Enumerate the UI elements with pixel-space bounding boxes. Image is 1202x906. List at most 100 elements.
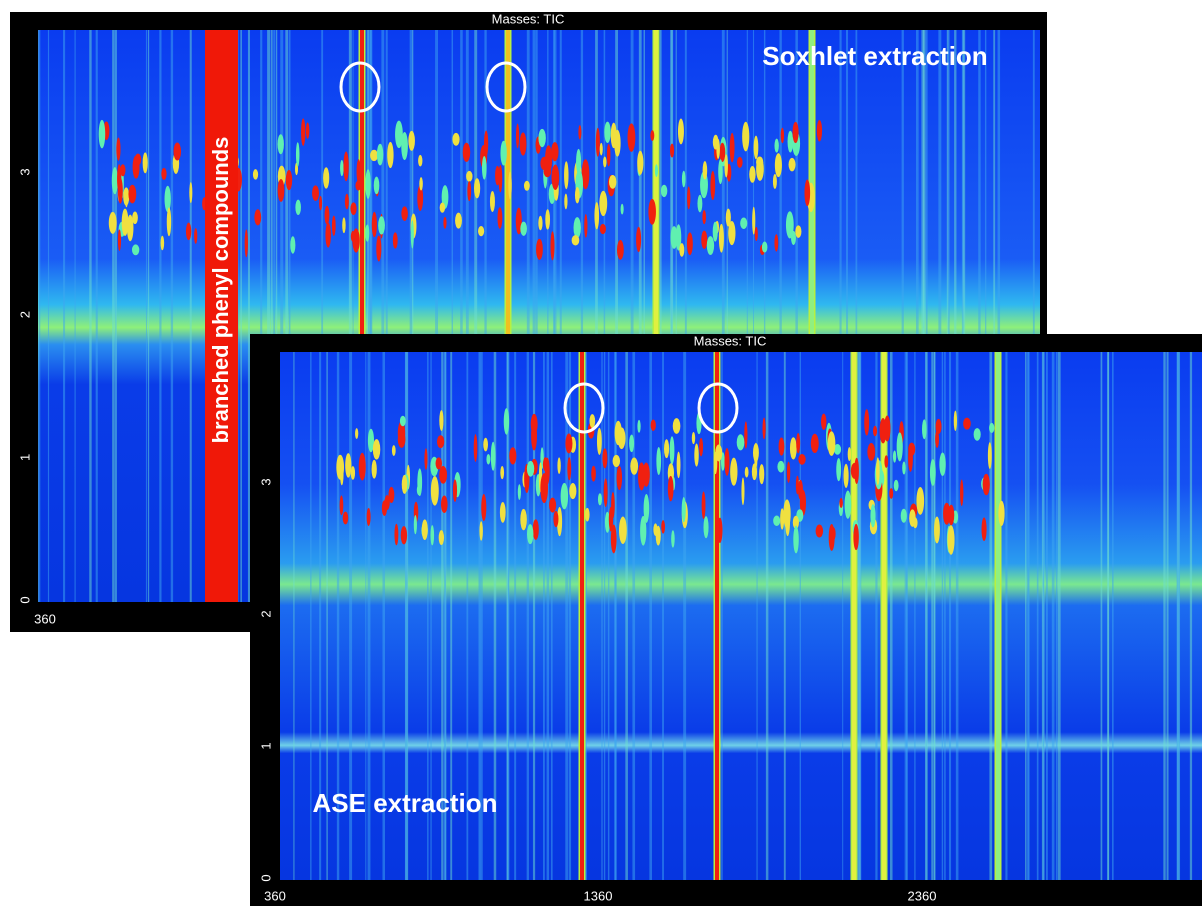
peak-spot — [792, 515, 799, 529]
peak-spot — [589, 414, 596, 429]
peak-spot — [752, 206, 756, 235]
peak-spot — [756, 156, 764, 168]
peak-spot — [815, 524, 824, 538]
peak-spot — [909, 509, 916, 527]
peak-spot — [365, 224, 370, 242]
peak-spot — [392, 232, 398, 249]
peak-spot — [900, 508, 907, 523]
peak-spot — [435, 457, 443, 470]
peak-spot — [591, 465, 596, 482]
y-tick-label: 2 — [17, 311, 32, 318]
peak-spot — [120, 164, 126, 177]
peak-spot — [312, 185, 320, 201]
peak-spot — [419, 177, 423, 191]
peak-spot — [290, 236, 296, 254]
peak-spot — [473, 434, 478, 462]
peak-spot — [557, 457, 561, 474]
peak-spot — [618, 516, 627, 545]
peak-spot — [603, 478, 608, 507]
peak-spot — [656, 447, 662, 476]
peak-spot — [839, 497, 843, 508]
peak-spot — [648, 198, 656, 225]
peak-spot — [725, 208, 731, 227]
peak-spot — [516, 123, 520, 149]
peak-spot — [117, 229, 122, 251]
peak-spot — [720, 452, 725, 471]
peak-spot — [424, 448, 428, 470]
peak-spot — [108, 211, 117, 234]
peak-spot — [630, 457, 639, 475]
peak-spot — [358, 452, 366, 481]
peak-spot — [892, 450, 897, 463]
peak-spot — [410, 220, 414, 249]
peak-spot — [597, 493, 602, 506]
peak-spot — [551, 142, 559, 162]
panel-title: ASE extraction — [313, 788, 498, 818]
peak-spot — [599, 142, 603, 156]
peak-spot — [473, 178, 481, 199]
peak-spot — [551, 164, 560, 191]
peak-spot — [436, 435, 445, 449]
peak-spot — [973, 428, 981, 441]
peak-spot — [497, 207, 503, 229]
peak-spot — [581, 159, 590, 190]
peak-spot — [356, 159, 361, 184]
peak-spot — [376, 143, 384, 166]
peak-spot — [117, 164, 122, 193]
peak-spot — [319, 195, 323, 211]
peak-spot — [545, 209, 551, 230]
peak-spot — [367, 428, 375, 453]
peak-spot — [527, 524, 534, 545]
peak-spot — [355, 180, 362, 191]
peak-spot — [490, 441, 496, 471]
peak-spot — [637, 150, 644, 175]
y-tick-label: 1 — [258, 742, 273, 749]
peak-spot — [530, 413, 538, 435]
peak-spot — [627, 123, 636, 152]
peak-spot — [538, 128, 546, 148]
peak-spot — [295, 199, 301, 216]
peak-spot — [773, 515, 781, 526]
peak-spot — [789, 437, 797, 460]
peak-spot — [741, 477, 745, 506]
peak-spot — [371, 211, 377, 238]
peak-spot — [603, 156, 607, 168]
peak-spot — [142, 152, 148, 174]
peak-spot — [798, 479, 803, 500]
peak-spot — [585, 507, 590, 522]
peak-spot — [574, 187, 580, 204]
peak-spot — [697, 194, 703, 213]
peak-spot — [795, 225, 802, 238]
peak-spot — [500, 466, 505, 480]
peak-spot — [508, 171, 512, 200]
peak-spot — [438, 530, 445, 546]
peak-spot — [395, 120, 403, 149]
peak-spot — [401, 474, 408, 494]
peak-spot — [421, 519, 428, 541]
peak-spot — [483, 437, 488, 452]
peak-spot — [667, 475, 674, 502]
peak-spot — [864, 409, 870, 436]
peak-spot — [161, 167, 167, 180]
peak-spot — [509, 447, 517, 465]
peak-spot — [430, 475, 439, 506]
peak-spot — [730, 457, 738, 486]
x-tick-label: 360 — [34, 611, 56, 626]
peak-spot — [828, 524, 835, 551]
peak-spot — [728, 220, 736, 246]
peak-spot — [916, 486, 925, 515]
peak-spot — [661, 520, 666, 534]
peak-spot — [365, 169, 371, 199]
peak-spot — [455, 212, 462, 229]
peak-spot — [481, 494, 487, 522]
peak-spot — [373, 176, 380, 195]
peak-spot — [670, 226, 678, 249]
peak-spot — [778, 437, 785, 456]
peak-spot — [573, 217, 581, 239]
peak-spot — [774, 234, 779, 252]
peak-spot — [160, 235, 165, 251]
peak-spot — [712, 221, 718, 242]
peak-spot — [699, 437, 704, 457]
peak-spot — [376, 235, 382, 262]
peak-spot — [388, 486, 395, 503]
